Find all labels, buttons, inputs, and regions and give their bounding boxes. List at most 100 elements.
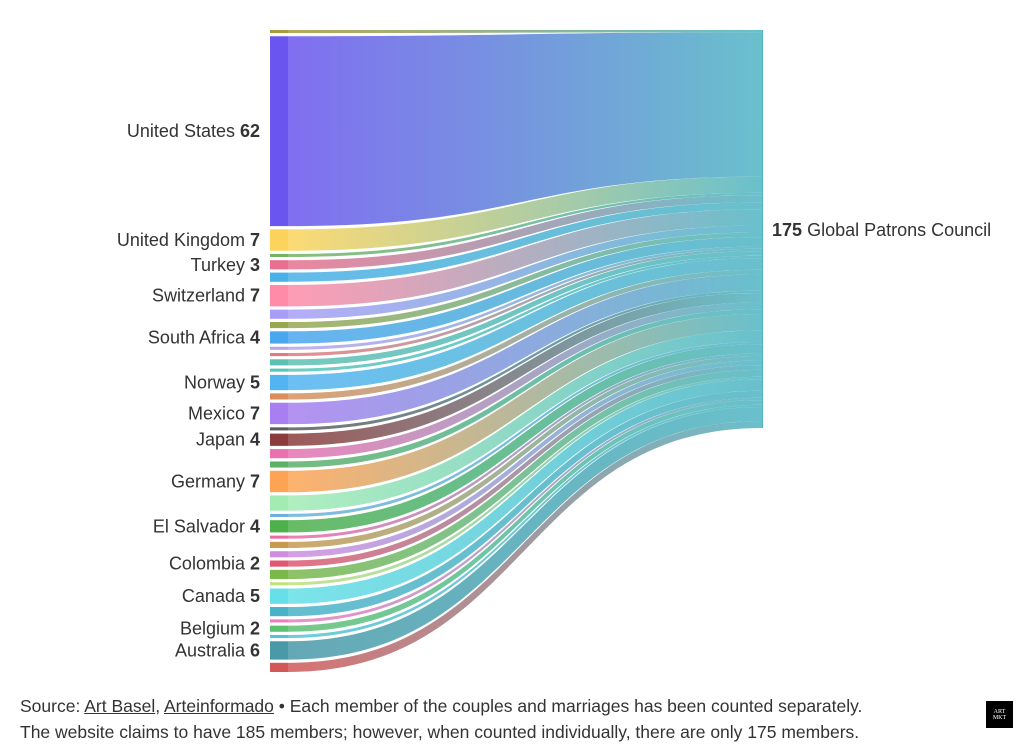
target-name: Global Patrons Council — [807, 220, 991, 240]
country-name: Canada — [182, 586, 250, 606]
target-value: 175 — [772, 220, 802, 240]
source-node — [270, 582, 288, 586]
source-link-arteinformado[interactable]: Arteinformado — [163, 696, 274, 716]
sankey-link — [288, 30, 762, 34]
country-name: Switzerland — [152, 286, 250, 306]
label-canada: Canada 5 — [182, 586, 260, 606]
label-united-kingdom: United Kingdom 7 — [117, 230, 260, 250]
sankey-link-japan — [288, 293, 762, 446]
source-node-canada — [270, 588, 288, 604]
country-name: Germany — [171, 471, 250, 491]
source-node-mexico — [270, 402, 288, 425]
country-name: United States — [127, 121, 240, 141]
source-node — [270, 393, 288, 400]
sankey-link — [288, 376, 762, 586]
source-node — [270, 272, 288, 282]
source-node-switzerland — [270, 284, 288, 307]
label-el-salvador: El Salvador 4 — [153, 516, 260, 536]
sankey-link-mexico — [288, 274, 762, 425]
label-mexico: Mexico 7 — [188, 403, 260, 423]
label-turkey: Turkey 3 — [191, 255, 260, 275]
country-count: 2 — [250, 619, 260, 639]
country-count: 6 — [250, 640, 260, 660]
label-norway: Norway 5 — [184, 373, 260, 393]
sankey-link-el-salvador — [288, 344, 762, 533]
footer-note: Source: Art Basel, Arteinformado • Each … — [20, 693, 960, 745]
source-node — [270, 569, 288, 580]
sankey-link — [288, 369, 762, 580]
country-count: 5 — [250, 373, 260, 393]
sankey-link — [288, 225, 762, 319]
source-node — [270, 461, 288, 468]
footer-note-line1: • Each member of the couples and marriag… — [273, 696, 863, 716]
country-count: 7 — [250, 471, 260, 491]
publisher-logo: ART MKT — [986, 701, 1013, 728]
sankey-link — [288, 232, 762, 329]
sankey-link — [288, 192, 762, 258]
footer-prefix: Source: — [20, 696, 85, 716]
source-node-united-states — [270, 36, 288, 227]
country-count: 4 — [250, 430, 260, 450]
country-name: United Kingdom — [117, 230, 250, 250]
source-node — [270, 368, 288, 372]
sankey-links — [270, 30, 762, 672]
country-name: Norway — [184, 373, 250, 393]
label-germany: Germany 7 — [171, 471, 260, 491]
source-node-south-africa — [270, 331, 288, 344]
country-name: Turkey — [191, 255, 250, 275]
sankey-link-united-kingdom — [288, 176, 762, 251]
sankey-link-canada — [288, 379, 762, 604]
country-name: Belgium — [180, 619, 250, 639]
country-count: 62 — [240, 121, 260, 141]
source-node — [270, 513, 288, 517]
source-node-belgium — [270, 625, 288, 632]
sankey-link — [288, 255, 762, 372]
sankey-link — [288, 330, 762, 511]
label-colombia: Colombia 2 — [169, 554, 260, 574]
footer-separator: , — [155, 696, 164, 716]
sankey-link — [288, 390, 762, 617]
source-node — [270, 359, 288, 366]
sankey-link-australia — [288, 407, 762, 660]
sankey-link — [288, 355, 762, 549]
country-name: Japan — [196, 430, 250, 450]
source-node — [270, 551, 288, 558]
label-australia: Australia 6 — [175, 640, 260, 660]
country-count: 2 — [250, 554, 260, 574]
country-count: 4 — [250, 516, 260, 536]
sankey-link — [288, 397, 762, 623]
source-link-art-basel[interactable]: Art Basel — [84, 696, 156, 716]
country-name: Australia — [175, 640, 250, 660]
source-node — [270, 346, 288, 350]
source-node — [270, 495, 288, 511]
source-node — [270, 634, 288, 639]
country-name: Colombia — [169, 554, 250, 574]
sankey-link — [288, 309, 762, 468]
sankey-link — [288, 421, 762, 672]
country-count: 7 — [250, 286, 260, 306]
logo-line1: ART — [993, 708, 1006, 715]
source-node — [270, 427, 288, 431]
source-node-japan — [270, 433, 288, 446]
source-node — [270, 619, 288, 623]
source-node-united-kingdom — [270, 229, 288, 251]
country-count: 7 — [250, 403, 260, 423]
country-name: Mexico — [188, 403, 250, 423]
footer-note-line2: The website claims to have 185 members; … — [20, 722, 860, 742]
sankey-link — [288, 360, 762, 558]
sankey-link — [288, 341, 762, 517]
source-node — [270, 30, 288, 34]
source-node — [270, 662, 288, 672]
country-name: South Africa — [148, 327, 250, 347]
sankey-link-turkey — [288, 195, 762, 270]
label-switzerland: Switzerland 7 — [152, 286, 260, 306]
sankey-link — [288, 353, 762, 539]
sankey-link — [288, 248, 762, 357]
target-node-bar — [762, 30, 763, 428]
source-node — [270, 321, 288, 329]
source-node — [270, 607, 288, 617]
sankey-link-united-states — [288, 32, 762, 227]
sankey-link-belgium — [288, 400, 762, 632]
source-node — [270, 353, 288, 357]
